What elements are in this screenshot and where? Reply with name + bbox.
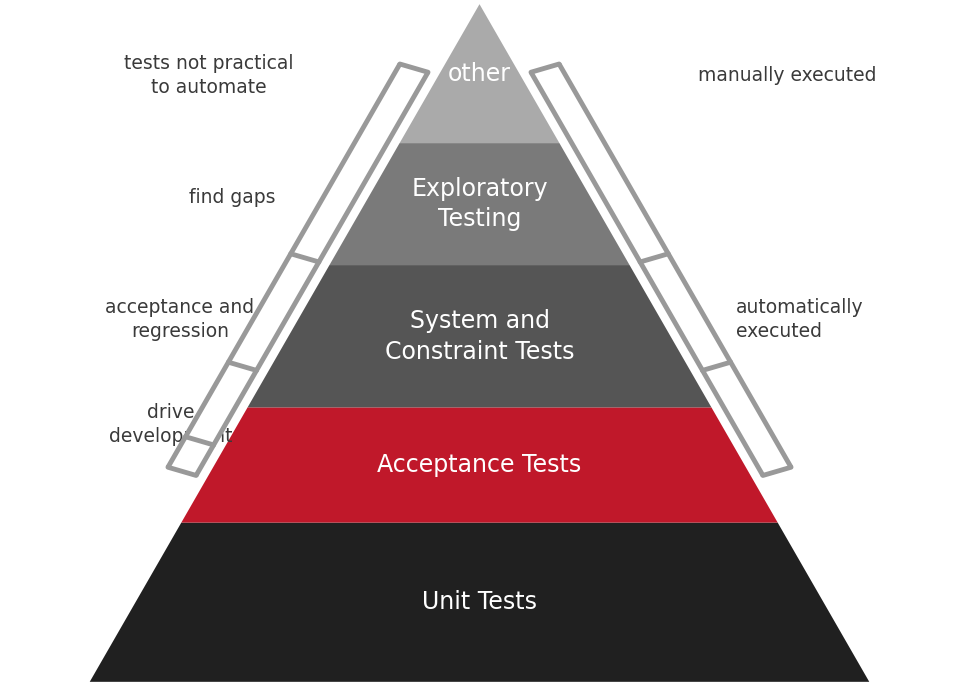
Polygon shape	[168, 64, 428, 475]
Text: Unit Tests: Unit Tests	[422, 590, 537, 614]
Polygon shape	[330, 143, 629, 265]
Polygon shape	[531, 64, 791, 475]
Text: find gaps: find gaps	[189, 188, 275, 206]
Text: tests not practical
to automate: tests not practical to automate	[124, 54, 293, 97]
Text: drive
development: drive development	[108, 403, 232, 446]
Polygon shape	[181, 407, 778, 523]
Text: Acceptance Tests: Acceptance Tests	[378, 453, 581, 477]
Text: automatically
executed: automatically executed	[737, 298, 864, 340]
Text: acceptance and
regression: acceptance and regression	[105, 298, 254, 340]
Text: System and
Constraint Tests: System and Constraint Tests	[385, 309, 574, 364]
Polygon shape	[247, 265, 712, 407]
Polygon shape	[90, 523, 869, 682]
Text: manually executed: manually executed	[698, 66, 877, 85]
Text: Exploratory
Testing: Exploratory Testing	[411, 177, 548, 231]
Polygon shape	[400, 4, 559, 143]
Text: other: other	[448, 62, 511, 86]
